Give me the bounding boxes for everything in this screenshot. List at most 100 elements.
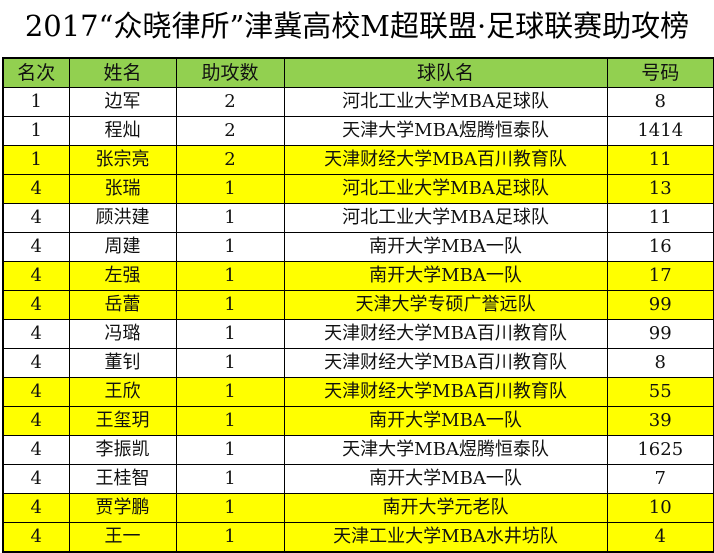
cell-rank: 1 bbox=[2, 116, 70, 146]
cell-number: 1414 bbox=[606, 116, 714, 146]
table-row: 4 张瑞 1 河北工业大学MBA足球队 13 bbox=[2, 174, 714, 204]
table-row: 4 左强 1 南开大学MBA一队 17 bbox=[2, 261, 714, 291]
cell-assists: 1 bbox=[175, 493, 285, 523]
cell-assists: 1 bbox=[175, 203, 285, 233]
cell-rank: 4 bbox=[2, 522, 70, 553]
cell-team: 天津大学MBA煜腾恒泰队 bbox=[283, 116, 608, 146]
cell-number: 39 bbox=[606, 406, 714, 436]
cell-assists: 1 bbox=[175, 319, 285, 349]
table-row: 1 程灿 2 天津大学MBA煜腾恒泰队 1414 bbox=[2, 116, 714, 146]
cell-assists: 1 bbox=[175, 464, 285, 494]
table-row: 4 李振凯 1 天津大学MBA煜腾恒泰队 1625 bbox=[2, 435, 714, 465]
cell-team: 天津财经大学MBA百川教育队 bbox=[283, 377, 608, 407]
cell-name: 王桂智 bbox=[68, 464, 177, 494]
cell-team: 南开大学MBA一队 bbox=[283, 464, 608, 494]
cell-number: 99 bbox=[606, 290, 714, 320]
cell-name: 王一 bbox=[68, 522, 177, 553]
cell-name: 顾洪建 bbox=[68, 203, 177, 233]
table-row: 1 张宗亮 2 天津财经大学MBA百川教育队 11 bbox=[2, 145, 714, 175]
cell-number: 10 bbox=[606, 493, 714, 523]
cell-team: 天津大学专硕广誉远队 bbox=[283, 290, 608, 320]
cell-rank: 4 bbox=[2, 377, 70, 407]
cell-rank: 4 bbox=[2, 290, 70, 320]
cell-number: 7 bbox=[606, 464, 714, 494]
cell-rank: 4 bbox=[2, 464, 70, 494]
cell-number: 8 bbox=[606, 87, 714, 117]
cell-name: 左强 bbox=[68, 261, 177, 291]
cell-assists: 1 bbox=[175, 348, 285, 378]
cell-assists: 1 bbox=[175, 522, 285, 553]
column-header-assists: 助攻数 bbox=[175, 57, 285, 88]
table-row: 4 周建 1 南开大学MBA一队 16 bbox=[2, 232, 714, 262]
cell-number: 99 bbox=[606, 319, 714, 349]
cell-rank: 4 bbox=[2, 435, 70, 465]
cell-number: 11 bbox=[606, 203, 714, 233]
table-row: 4 岳蕾 1 天津大学专硕广誉远队 99 bbox=[2, 290, 714, 320]
column-header-number: 号码 bbox=[606, 57, 714, 88]
cell-rank: 4 bbox=[2, 406, 70, 436]
header-row: 名次 姓名 助攻数 球队名 号码 bbox=[2, 57, 714, 88]
cell-assists: 1 bbox=[175, 261, 285, 291]
table-row: 1 边军 2 河北工业大学MBA足球队 8 bbox=[2, 87, 714, 117]
cell-name: 程灿 bbox=[68, 116, 177, 146]
page-title: 2017“众晓律所”津冀高校M超联盟·足球联赛助攻榜 bbox=[24, 9, 690, 43]
cell-team: 天津工业大学MBA水井坊队 bbox=[283, 522, 608, 553]
cell-assists: 1 bbox=[175, 290, 285, 320]
cell-rank: 1 bbox=[2, 87, 70, 117]
cell-name: 王玺玥 bbox=[68, 406, 177, 436]
table-row: 4 王玺玥 1 南开大学MBA一队 39 bbox=[2, 406, 714, 436]
table-row: 4 冯璐 1 天津财经大学MBA百川教育队 99 bbox=[2, 319, 714, 349]
cell-name: 边军 bbox=[68, 87, 177, 117]
column-header-team: 球队名 bbox=[283, 57, 608, 88]
table-row: 4 王桂智 1 南开大学MBA一队 7 bbox=[2, 464, 714, 494]
table-row: 4 王欣 1 天津财经大学MBA百川教育队 55 bbox=[2, 377, 714, 407]
cell-rank: 1 bbox=[2, 145, 70, 175]
cell-assists: 2 bbox=[175, 87, 285, 117]
cell-name: 贾学鹏 bbox=[68, 493, 177, 523]
cell-team: 南开大学MBA一队 bbox=[283, 232, 608, 262]
assist-leaderboard-table: 名次 姓名 助攻数 球队名 号码 1 边军 2 河北工业大学MBA足球队 8 1 程灿 2 天津大学MB… bbox=[2, 57, 714, 553]
column-header-name: 姓名 bbox=[68, 57, 177, 88]
cell-number: 11 bbox=[606, 145, 714, 175]
cell-rank: 4 bbox=[2, 203, 70, 233]
cell-number: 13 bbox=[606, 174, 714, 204]
cell-rank: 4 bbox=[2, 348, 70, 378]
cell-team: 天津财经大学MBA百川教育队 bbox=[283, 145, 608, 175]
cell-team: 天津财经大学MBA百川教育队 bbox=[283, 319, 608, 349]
cell-name: 周建 bbox=[68, 232, 177, 262]
cell-name: 张宗亮 bbox=[68, 145, 177, 175]
table-row: 4 董钊 1 天津财经大学MBA百川教育队 8 bbox=[2, 348, 714, 378]
cell-team: 河北工业大学MBA足球队 bbox=[283, 174, 608, 204]
cell-assists: 2 bbox=[175, 145, 285, 175]
cell-rank: 4 bbox=[2, 319, 70, 349]
cell-number: 55 bbox=[606, 377, 714, 407]
cell-team: 河北工业大学MBA足球队 bbox=[283, 87, 608, 117]
cell-number: 16 bbox=[606, 232, 714, 262]
cell-assists: 1 bbox=[175, 174, 285, 204]
cell-assists: 1 bbox=[175, 406, 285, 436]
cell-team: 河北工业大学MBA足球队 bbox=[283, 203, 608, 233]
cell-name: 李振凯 bbox=[68, 435, 177, 465]
cell-assists: 1 bbox=[175, 232, 285, 262]
cell-team: 天津财经大学MBA百川教育队 bbox=[283, 348, 608, 378]
cell-name: 冯璐 bbox=[68, 319, 177, 349]
cell-rank: 4 bbox=[2, 174, 70, 204]
table-row: 4 贾学鹏 1 南开大学元老队 10 bbox=[2, 493, 714, 523]
cell-name: 董钊 bbox=[68, 348, 177, 378]
cell-number: 17 bbox=[606, 261, 714, 291]
cell-assists: 2 bbox=[175, 116, 285, 146]
table-row: 4 顾洪建 1 河北工业大学MBA足球队 11 bbox=[2, 203, 714, 233]
table-row: 4 王一 1 天津工业大学MBA水井坊队 4 bbox=[2, 522, 714, 553]
cell-assists: 1 bbox=[175, 377, 285, 407]
cell-assists: 1 bbox=[175, 435, 285, 465]
cell-rank: 4 bbox=[2, 261, 70, 291]
cell-number: 1625 bbox=[606, 435, 714, 465]
cell-team: 南开大学MBA一队 bbox=[283, 406, 608, 436]
cell-team: 天津大学MBA煜腾恒泰队 bbox=[283, 435, 608, 465]
cell-number: 8 bbox=[606, 348, 714, 378]
cell-rank: 4 bbox=[2, 232, 70, 262]
cell-team: 南开大学元老队 bbox=[283, 493, 608, 523]
cell-team: 南开大学MBA一队 bbox=[283, 261, 608, 291]
cell-number: 4 bbox=[606, 522, 714, 553]
cell-name: 岳蕾 bbox=[68, 290, 177, 320]
